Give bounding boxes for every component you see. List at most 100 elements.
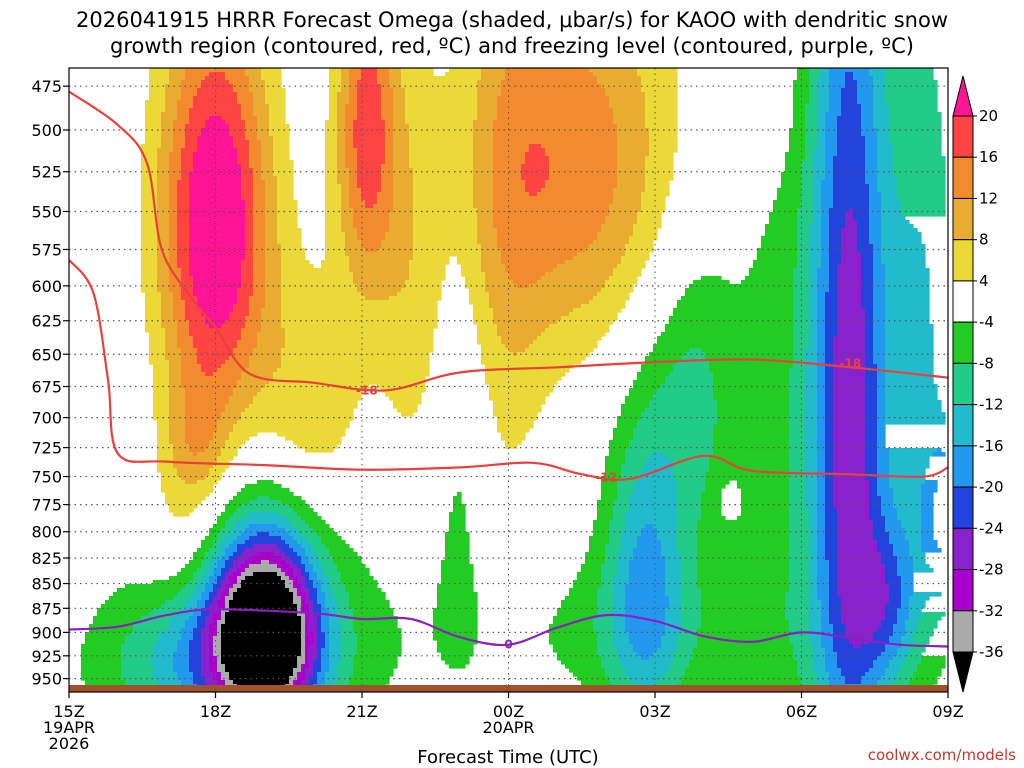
omega-cell [873, 528, 886, 533]
omega-cell [257, 132, 270, 137]
omega-cell [205, 372, 214, 377]
omega-cell [557, 264, 618, 269]
omega-cell [245, 228, 254, 233]
omega-cell [677, 484, 706, 489]
omega-cell [305, 660, 310, 665]
omega-cell [445, 544, 470, 549]
omega-cell [549, 628, 594, 633]
omega-cell [157, 172, 170, 177]
omega-cell [889, 660, 906, 665]
omega-cell [533, 340, 598, 345]
omega-cell [817, 400, 826, 405]
omega-cell [153, 416, 170, 421]
omega-cell [673, 308, 794, 313]
omega-cell [633, 548, 662, 553]
omega-cell [873, 292, 886, 297]
omega-cell [253, 108, 270, 113]
omega-cell [253, 272, 266, 277]
omega-cell [197, 604, 206, 609]
omega-cell [613, 608, 626, 613]
omega-cell [837, 576, 886, 581]
omega-cell [921, 616, 942, 621]
colorbar-label: 16 [979, 148, 998, 166]
omega-cell [285, 552, 298, 557]
omega-cell [625, 528, 642, 533]
omega-cell [229, 80, 250, 85]
omega-cell [629, 640, 662, 645]
omega-cell [853, 76, 874, 81]
omega-cell [141, 216, 158, 221]
colorbar-band [952, 239, 974, 282]
omega-cell [885, 516, 898, 521]
omega-cell [413, 176, 474, 181]
colorbar-band [952, 197, 974, 241]
omega-cell [681, 568, 698, 573]
omega-cell [477, 332, 498, 337]
omega-cell [329, 104, 338, 109]
omega-cell [293, 440, 342, 445]
omega-cell [789, 128, 806, 133]
omega-cell [197, 136, 234, 141]
omega-cell [797, 224, 810, 229]
omega-cell [241, 276, 254, 281]
omega-cell [157, 160, 170, 165]
omega-cell [821, 204, 834, 209]
omega-cell [793, 648, 814, 653]
omega-cell [177, 644, 190, 649]
omega-cell [789, 380, 806, 385]
omega-cell [921, 512, 934, 517]
omega-cell [633, 380, 666, 385]
omega-cell [241, 192, 254, 197]
omega-cell [857, 240, 870, 245]
omega-cell [625, 584, 666, 589]
omega-cell [413, 220, 478, 225]
omega-cell [497, 116, 614, 121]
omega-cell [221, 580, 230, 585]
omega-cell [149, 72, 170, 77]
omega-cell [229, 396, 254, 401]
omega-cell [817, 132, 826, 137]
omega-cell [881, 216, 906, 221]
omega-cell [569, 592, 598, 597]
omega-cell [921, 508, 934, 513]
omega-cell [161, 484, 214, 489]
omega-cell [653, 452, 666, 457]
omega-cell [605, 464, 622, 469]
omega-cell [305, 448, 334, 453]
omega-cell [617, 484, 634, 489]
omega-cell [297, 672, 306, 677]
omega-cell [293, 508, 314, 513]
omega-cell [625, 600, 670, 605]
omega-cell [221, 116, 242, 121]
omega-cell [233, 512, 250, 517]
omega-cell [161, 312, 174, 317]
omega-cell [305, 592, 310, 597]
plot-grid [68, 68, 949, 692]
omega-cell [825, 424, 834, 429]
omega-cell [865, 404, 878, 409]
omega-cell [813, 644, 822, 649]
omega-cell [825, 152, 838, 157]
omega-cell [777, 196, 802, 201]
omega-cell [341, 652, 358, 657]
omega-cell [189, 228, 246, 233]
omega-cell [821, 228, 830, 233]
omega-cell [833, 200, 870, 205]
omega-cell [321, 580, 330, 585]
omega-cell [273, 148, 290, 153]
omega-cell [829, 604, 842, 609]
dgz-lower-minus-12-line [69, 259, 948, 481]
omega-cell [241, 552, 258, 557]
omega-cell [885, 356, 934, 361]
omega-cell [289, 680, 294, 685]
omega-cell [661, 548, 678, 553]
omega-cell [809, 244, 822, 249]
omega-cell [393, 168, 414, 173]
omega-cell [333, 680, 350, 685]
omega-cell [213, 620, 218, 625]
omega-cell [837, 284, 862, 289]
omega-cell [789, 424, 806, 429]
omega-cell [901, 584, 914, 589]
omega-cell [921, 520, 934, 525]
omega-cell [865, 336, 874, 341]
